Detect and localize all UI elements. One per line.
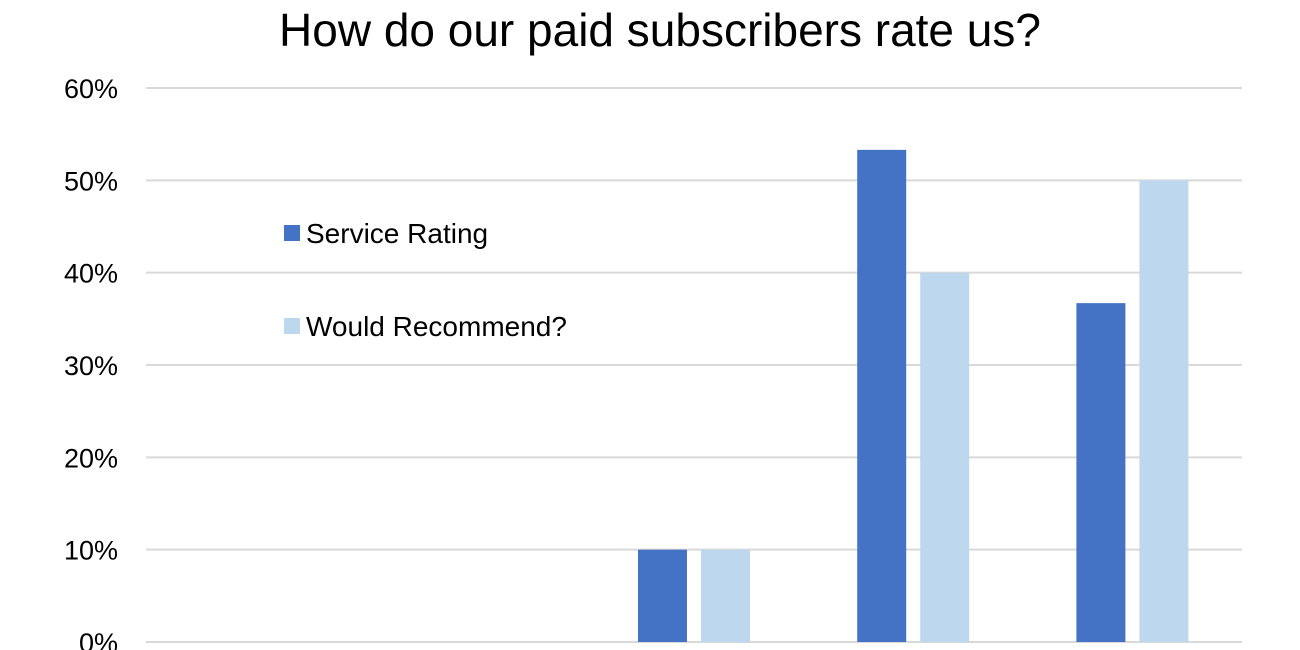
y-tick-label: 20%	[64, 443, 118, 473]
y-tick-label: 50%	[64, 166, 118, 196]
legend-label: Service Rating	[306, 218, 488, 249]
gridlines	[146, 87, 1242, 643]
legend-label: Would Recommend?	[306, 311, 567, 342]
y-tick-label: 0%	[79, 628, 118, 650]
y-tick-label: 40%	[64, 259, 118, 289]
legend-swatch	[284, 225, 300, 241]
y-tick-label: 30%	[64, 351, 118, 381]
y-tick-label: 60%	[64, 74, 118, 104]
bars	[638, 149, 1189, 643]
bar-would-recommend-4	[920, 272, 970, 642]
bar-would-recommend-5	[1139, 180, 1189, 643]
y-axis-tick-labels: 0% 10% 20% 30% 40% 50% 60%	[64, 74, 118, 650]
bar-would-recommend-3	[701, 549, 750, 642]
bar-service-rating-4	[857, 149, 907, 642]
legend: Service Rating Would Recommend?	[284, 218, 567, 342]
legend-swatch	[284, 318, 300, 334]
bar-service-rating-3	[638, 549, 687, 642]
chart-title: How do our paid subscribers rate us?	[279, 4, 1041, 56]
y-tick-label: 10%	[64, 536, 118, 566]
bar-service-rating-5	[1076, 303, 1126, 642]
